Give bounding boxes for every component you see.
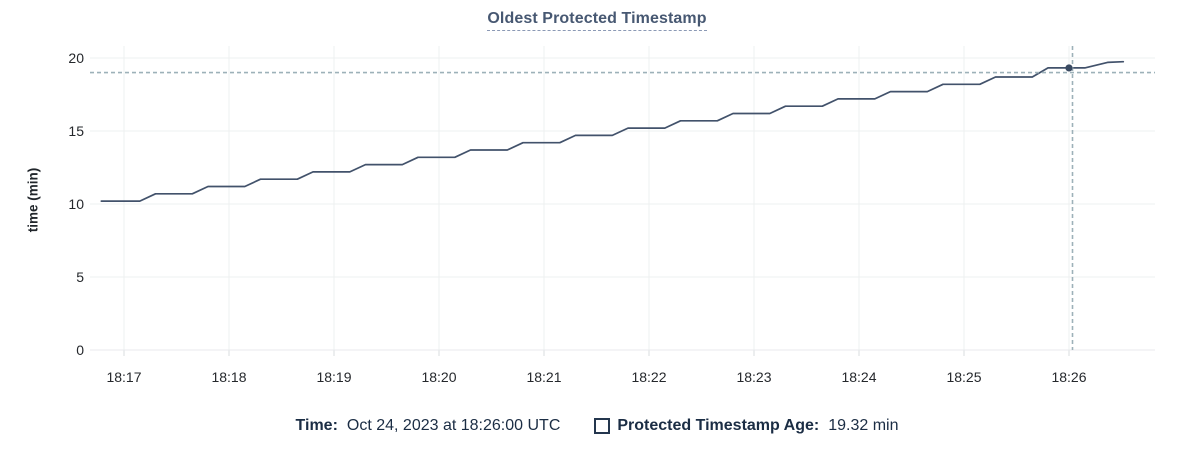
y-tick-label: 5 xyxy=(76,269,84,285)
x-tick-label: 18:22 xyxy=(631,369,666,385)
legend-series-value: 19.32 min xyxy=(828,417,899,434)
chart-title-row: Oldest Protected Timestamp xyxy=(0,10,1194,31)
chart-legend: Time: Oct 24, 2023 at 18:26:00 UTC Prote… xyxy=(0,417,1194,435)
line-chart-plot-area[interactable]: 18:17 18:18 18:19 18:20 18:21 18:22 18:23 18:24… xyxy=(0,0,1194,400)
y-tick-label: 20 xyxy=(68,50,84,66)
legend-series-checkbox-icon[interactable] xyxy=(594,418,611,434)
hover-point-dot xyxy=(1065,64,1073,72)
x-tick-label: 18:21 xyxy=(526,369,561,385)
x-tick-label: 18:24 xyxy=(841,369,876,385)
x-tick-label: 18:23 xyxy=(736,369,771,385)
x-tick-label: 18:26 xyxy=(1051,369,1086,385)
legend-series-label: Protected Timestamp Age: xyxy=(617,417,820,434)
legend-time-label: Time: xyxy=(295,417,338,434)
x-tick-label: 18:18 xyxy=(211,369,246,385)
legend-series-group[interactable]: Protected Timestamp Age: 19.32 min xyxy=(594,417,898,435)
chart-title[interactable]: Oldest Protected Timestamp xyxy=(487,10,707,31)
legend-time-group: Time: Oct 24, 2023 at 18:26:00 UTC xyxy=(296,417,561,435)
legend-time-value: Oct 24, 2023 at 18:26:00 UTC xyxy=(346,417,561,434)
x-tick-label: 18:20 xyxy=(421,369,456,385)
y-tick-label: 10 xyxy=(68,196,84,212)
y-tick-label: 15 xyxy=(68,123,84,139)
series-line xyxy=(100,60,1125,202)
x-tick-label: 18:17 xyxy=(106,369,141,385)
y-tick-label: 0 xyxy=(76,342,84,358)
x-tick-label: 18:25 xyxy=(946,369,981,385)
x-tick-label: 18:19 xyxy=(316,369,351,385)
